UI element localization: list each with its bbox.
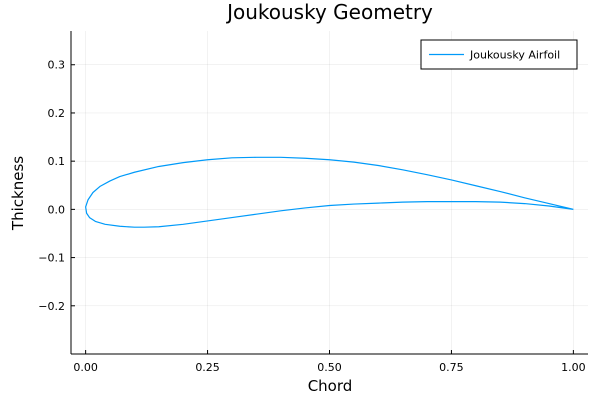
series-layer <box>85 156 574 228</box>
y-tick-label: −0.2 <box>38 300 65 313</box>
chart-title: Joukousky Geometry <box>225 0 433 24</box>
y-tick-label: 0.3 <box>48 59 66 72</box>
y-tick-label: −0.1 <box>38 252 65 265</box>
legend: Joukousky Airfoil <box>420 39 578 70</box>
y-tick-label: 0.1 <box>48 155 66 168</box>
x-tick-label: 0.25 <box>195 361 220 374</box>
y-tick-label: 0.0 <box>48 203 66 216</box>
y-tick-label: 0.2 <box>48 107 66 120</box>
ticks: 0.00 0.25 0.50 0.75 1.00 −0.2 −0.1 0.0 0.1 0.2 0.3 <box>38 59 585 374</box>
legend-label: Joukousky Airfoil <box>469 49 560 62</box>
x-tick-label: 1.00 <box>561 361 586 374</box>
x-axis-label: Chord <box>308 377 353 395</box>
x-tick-label: 0.00 <box>73 361 98 374</box>
x-tick-label: 0.75 <box>439 361 464 374</box>
y-axis-label: Thickness <box>9 156 27 231</box>
x-tick-label: 0.50 <box>317 361 342 374</box>
series-line <box>85 156 574 228</box>
grid <box>71 31 588 354</box>
